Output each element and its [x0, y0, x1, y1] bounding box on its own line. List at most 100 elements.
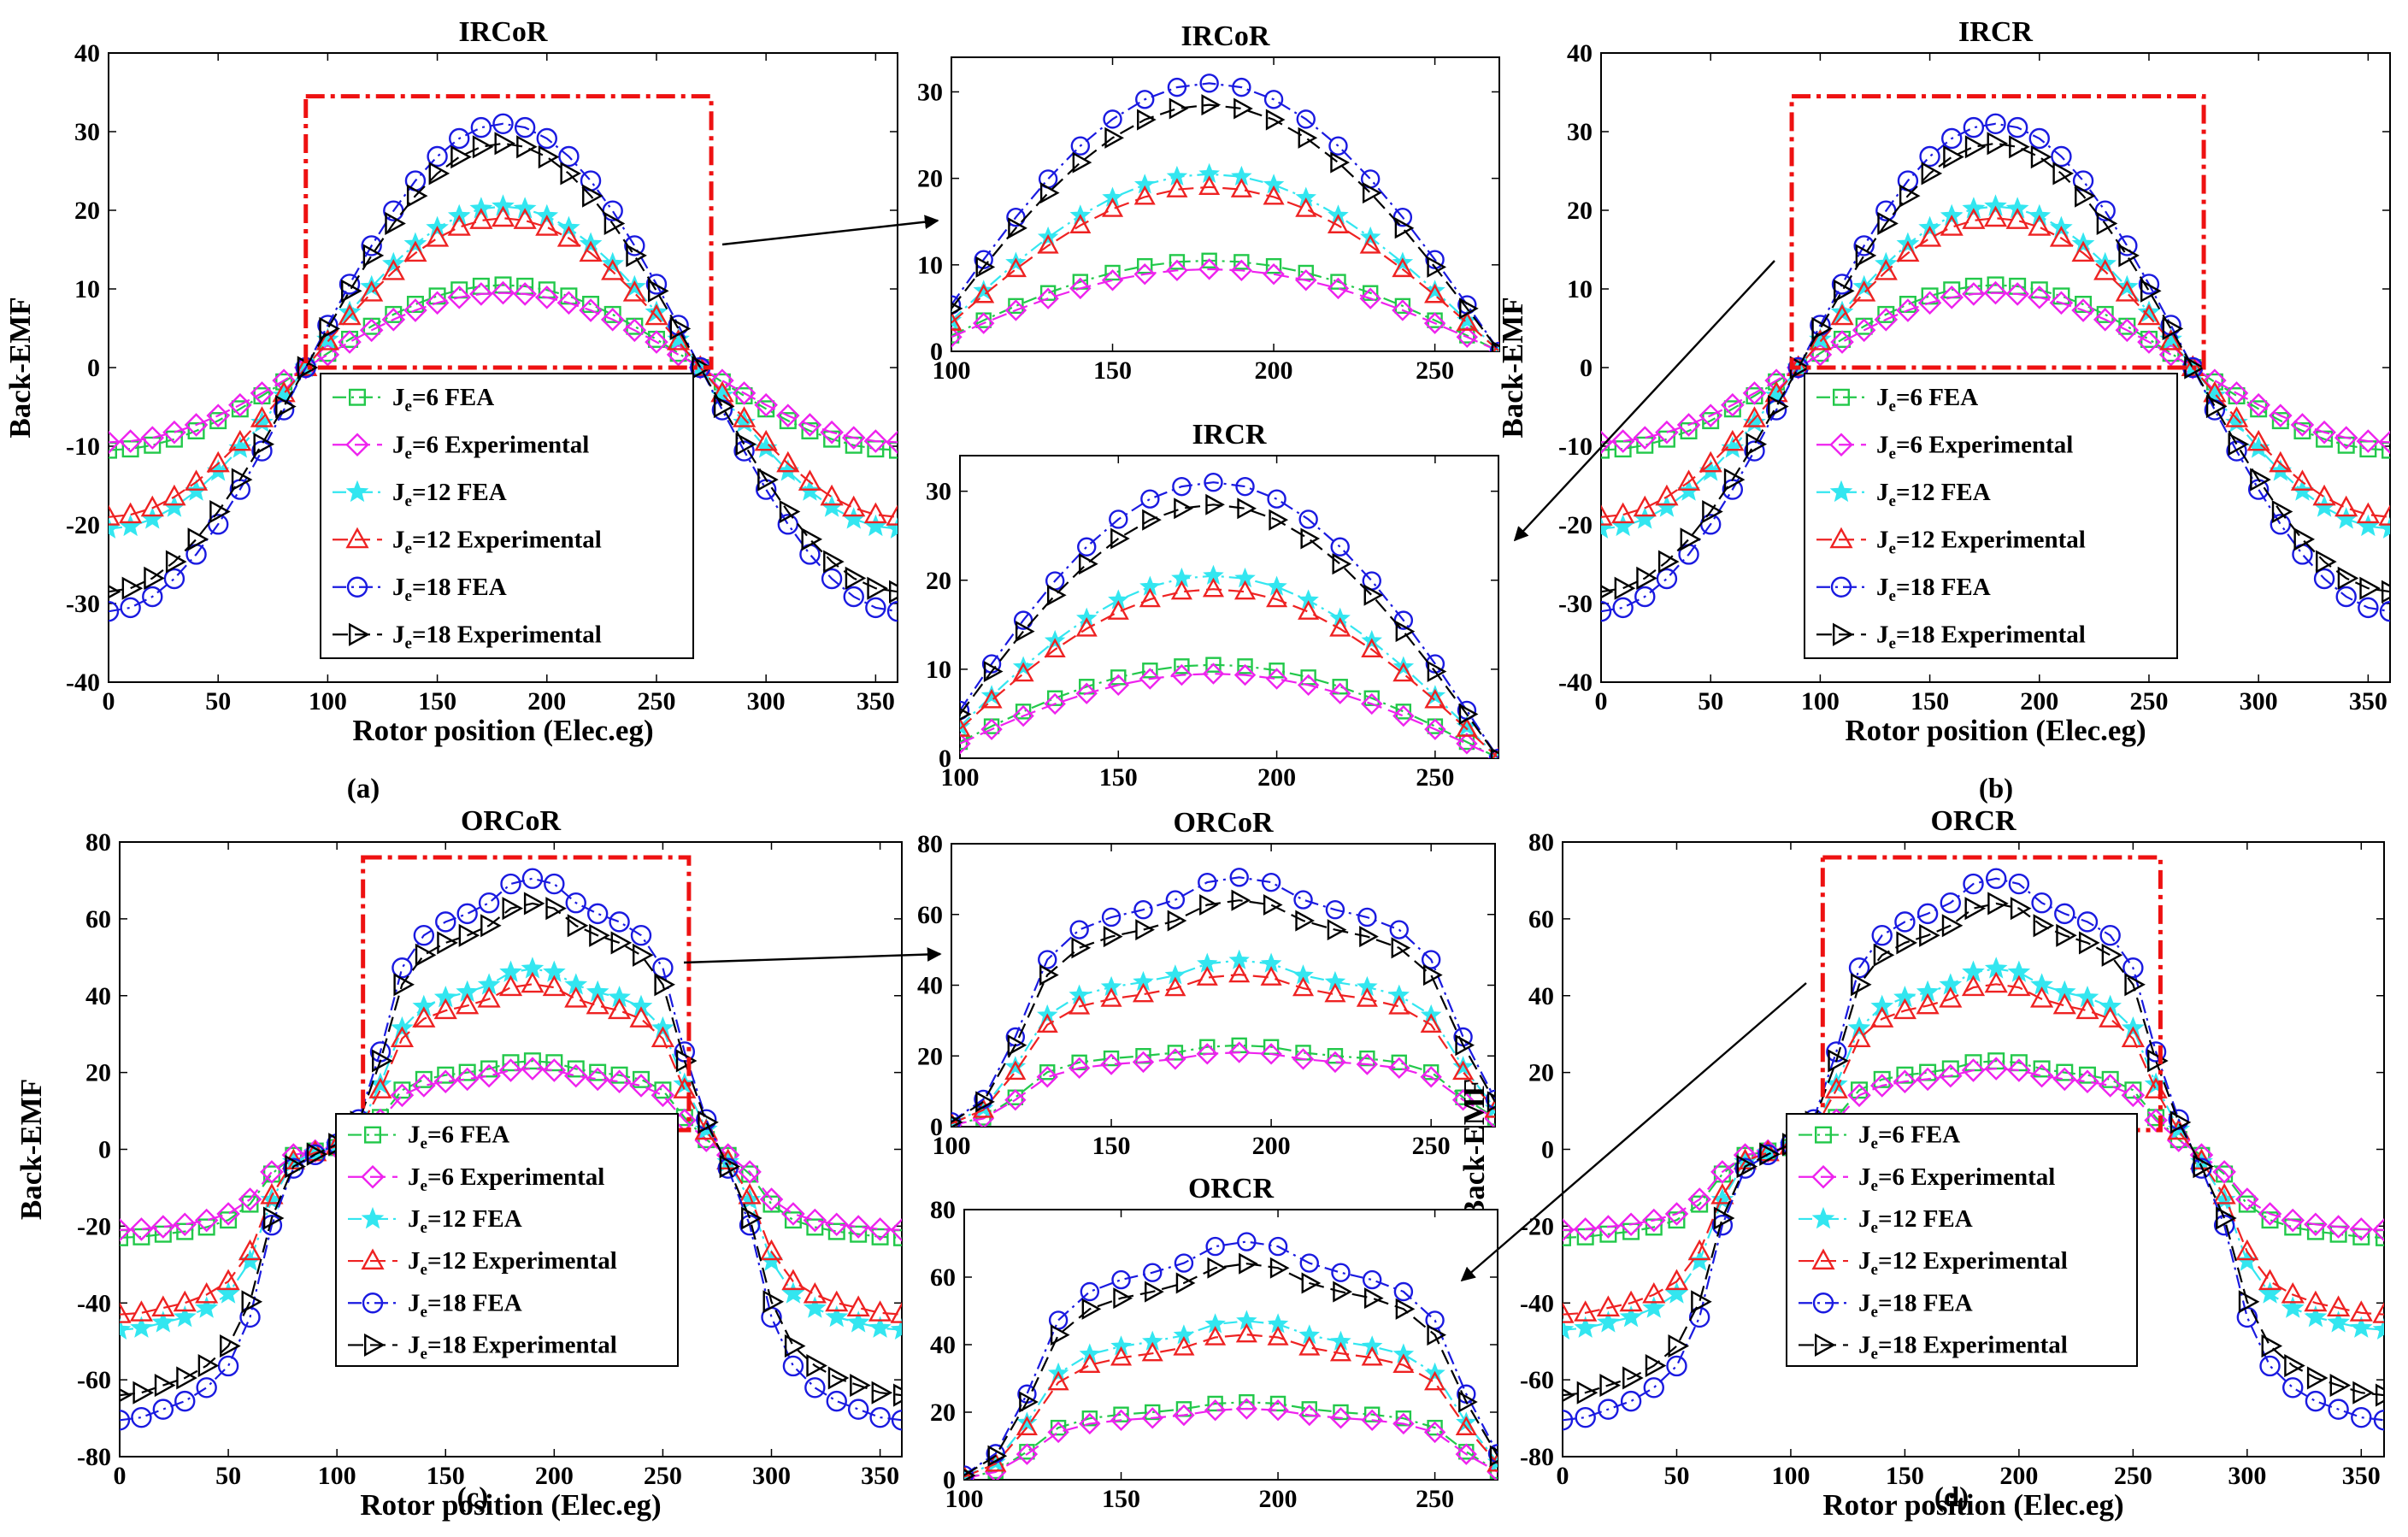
data-point	[1199, 893, 1219, 916]
data-point	[1828, 1049, 1849, 1073]
data-point	[801, 421, 819, 439]
data-point	[1576, 1381, 1598, 1404]
data-point	[1874, 308, 1899, 332]
y-axis-label: Back-EMF	[1457, 1079, 1491, 1220]
data-point	[759, 1187, 784, 1211]
legend-marker	[364, 1126, 382, 1144]
data-point	[823, 550, 845, 574]
data-point	[2124, 1081, 2142, 1099]
data-point	[412, 1006, 436, 1028]
data-point	[2121, 1083, 2146, 1108]
data-point	[850, 1374, 871, 1398]
series-j-e-18-experimental	[964, 1252, 1498, 1480]
data-point	[654, 973, 675, 997]
series-line	[1563, 877, 2384, 1422]
data-point	[1710, 1187, 1734, 1210]
data-point	[1137, 109, 1157, 131]
data-point	[250, 410, 274, 433]
data-point	[803, 1208, 827, 1233]
data-point	[2281, 1296, 2305, 1318]
data-point	[2238, 1290, 2260, 1314]
data-point	[120, 1388, 132, 1403]
data-point	[951, 295, 962, 315]
legend-label: Je=12 FEA	[1858, 1205, 1973, 1237]
x-tick-label: 0	[1557, 1462, 1569, 1490]
data-point	[1919, 923, 1940, 947]
legend-item: Je=18 FEA	[1816, 574, 1991, 605]
data-point	[1563, 1410, 1574, 1431]
data-point	[1392, 1343, 1415, 1363]
data-point	[759, 1239, 784, 1261]
data-point	[1985, 868, 2007, 889]
data-point	[521, 868, 544, 889]
y-tick-label: 60	[917, 901, 943, 929]
data-point	[846, 1215, 870, 1239]
data-point	[1297, 674, 1320, 697]
data-point	[2328, 1399, 2349, 1420]
data-point	[1601, 504, 1613, 526]
data-point	[513, 282, 537, 306]
chart-a-zoom: 100 150 200 250 0 10 20 30 IRCoR	[917, 21, 1500, 385]
x-tick-label: 250	[1416, 763, 1454, 792]
x-tick-label: 0	[114, 1462, 127, 1490]
data-point	[1423, 1421, 1446, 1444]
data-point	[892, 1228, 902, 1246]
data-point	[173, 1304, 197, 1328]
data-point	[2224, 381, 2249, 405]
data-point	[586, 903, 609, 925]
data-point	[1899, 184, 1921, 208]
data-point	[1424, 688, 1446, 709]
legend-label: Je=18 Experimental	[392, 621, 602, 652]
data-point	[381, 308, 406, 332]
data-point	[2028, 215, 2052, 236]
x-tick-label: 250	[1412, 1132, 1451, 1160]
data-point	[162, 484, 186, 506]
data-point	[2049, 291, 2074, 315]
legend-label: Je=18 FEA	[1858, 1289, 1973, 1321]
data-point	[217, 1355, 239, 1377]
data-point	[804, 1296, 827, 1318]
data-point	[2098, 1074, 2122, 1098]
data-point	[1847, 1026, 1871, 1048]
data-point	[776, 450, 800, 473]
data-point	[1713, 1206, 1735, 1230]
data-point	[1940, 286, 1964, 309]
data-point	[1239, 1252, 1258, 1275]
data-point	[1228, 963, 1251, 983]
data-point	[2282, 1377, 2304, 1399]
data-point	[2191, 1157, 2212, 1179]
data-point	[1324, 982, 1346, 1003]
data-point	[121, 576, 144, 600]
data-point	[1267, 489, 1286, 509]
data-point	[1361, 692, 1383, 716]
legend-marker	[345, 480, 369, 503]
chart-title: IRCoR	[1181, 21, 1270, 52]
data-point	[403, 298, 427, 322]
legend-item: Je=18 FEA	[1799, 1289, 1973, 1321]
data-point	[1455, 1416, 1477, 1436]
data-point	[850, 1225, 868, 1243]
data-point	[2356, 502, 2380, 524]
data-point	[1919, 145, 1940, 168]
data-point	[1916, 1067, 1940, 1092]
y-tick-label: 60	[1528, 905, 1554, 933]
data-point	[1601, 441, 1610, 459]
data-point	[1069, 920, 1089, 939]
data-point	[1172, 476, 1192, 497]
data-point	[437, 1066, 455, 1084]
data-point	[1633, 426, 1657, 450]
data-point	[987, 1445, 1008, 1467]
data-point	[980, 718, 1003, 740]
data-point	[1392, 662, 1415, 682]
data-point	[1361, 1409, 1383, 1432]
data-point	[1598, 1399, 1619, 1420]
data-point	[980, 685, 1003, 705]
data-point	[2304, 1212, 2328, 1237]
data-point	[1852, 280, 1876, 302]
data-point	[500, 873, 521, 895]
data-point	[216, 1202, 240, 1226]
data-point	[469, 282, 493, 306]
data-point	[1145, 1281, 1164, 1303]
data-point	[651, 1083, 675, 1108]
data-point	[1392, 1412, 1415, 1435]
